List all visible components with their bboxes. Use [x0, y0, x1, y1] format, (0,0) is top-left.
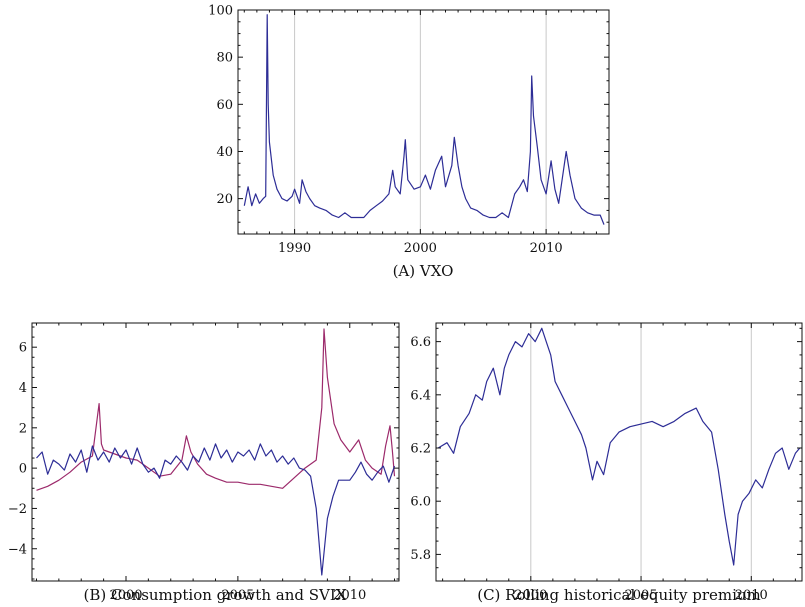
- chart-panel-B: 2000 2005 2010 −4 −2 0 2 4 6 (B) Consumption grow…: [8, 322, 400, 604]
- chart-caption: (A) VXO: [393, 262, 454, 280]
- y-tick-label: 0: [19, 462, 27, 477]
- y-tick-label: 5.8: [410, 548, 431, 563]
- x-tick-label: 2010: [333, 588, 366, 603]
- series-line-1: [36, 328, 396, 491]
- y-tick-label: 6.6: [410, 335, 431, 350]
- chart-caption: (C) Rolling historical equity premium: [477, 586, 761, 604]
- y-tick-label: −4: [8, 542, 27, 557]
- y-tick-label: −2: [8, 502, 27, 517]
- chart-caption: (B) Consumption growth and SVIX: [84, 586, 347, 604]
- x-tick-label: 2010: [735, 588, 768, 603]
- x-tick-label: 2005: [625, 588, 658, 603]
- series-line-1: [437, 327, 801, 566]
- y-tick-label: 6.4: [410, 388, 431, 403]
- y-tick-label: 80: [216, 51, 233, 66]
- y-tick-label: 60: [216, 98, 233, 113]
- x-tick-label: 2005: [221, 588, 254, 603]
- series-line-2: [36, 443, 396, 576]
- x-tick-label: 2000: [109, 588, 142, 603]
- x-tick-label: 1990: [278, 241, 311, 256]
- series-line-1: [243, 14, 605, 225]
- y-tick-label: 2: [19, 421, 27, 436]
- y-tick-label: 6.2: [410, 442, 431, 457]
- x-tick-label: 2000: [404, 241, 437, 256]
- plot-frame: [237, 9, 610, 235]
- x-tick-label: 2000: [514, 588, 547, 603]
- y-tick-label: 20: [216, 192, 233, 207]
- plot-frame: [31, 322, 400, 582]
- y-tick-label: 100: [208, 4, 233, 19]
- x-tick-label: 2010: [530, 241, 563, 256]
- y-tick-label: 4: [19, 381, 27, 396]
- y-tick-label: 40: [216, 145, 233, 160]
- y-tick-label: 6.0: [410, 495, 431, 510]
- chart-panel-A: 1990 2000 2010 20 40 60 80 100 (A) VXO: [208, 4, 610, 280]
- plot-frame: [435, 322, 803, 582]
- chart-panel-C: 2000 2005 2010 5.8 6.0 6.2 6.4 6.6 (C) Rolling h…: [410, 322, 803, 604]
- y-tick-label: 6: [19, 341, 27, 356]
